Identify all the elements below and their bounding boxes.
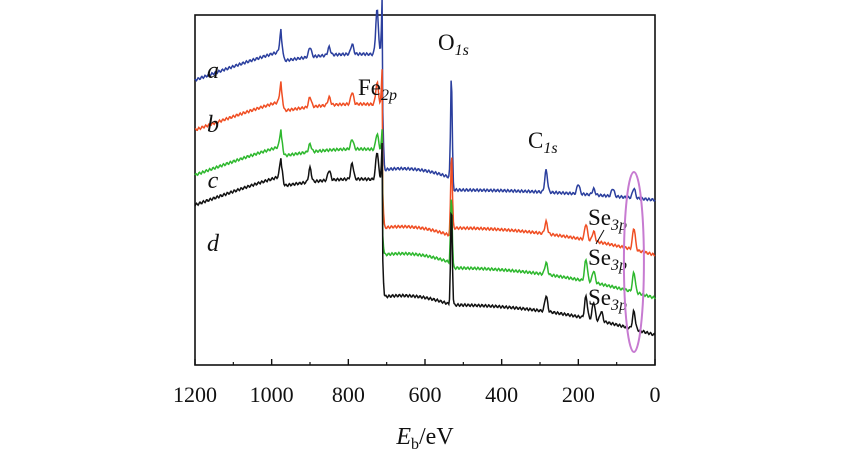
- annotation-o-1s: O1s: [438, 30, 469, 59]
- series-letter-d: d: [207, 231, 220, 257]
- x-tick-label: 600: [409, 382, 442, 407]
- x-axis-ticks: 1200 1000 800 600 400 200 0: [173, 359, 661, 407]
- series-line-a: [194, 0, 656, 203]
- series-letter-b: b: [207, 112, 219, 138]
- series-letter-a: a: [207, 58, 219, 84]
- x-tick-label: 1000: [250, 382, 294, 407]
- annotation-se-3p: Se3p: [588, 205, 627, 234]
- series-lines: [194, 0, 656, 337]
- peak-annotations: Fe2p O1s C1s Se3p Se3p Se3p: [358, 30, 627, 314]
- annotation-fe-2p: Fe2p: [358, 75, 397, 104]
- annotation-c-1s: C1s: [528, 128, 558, 157]
- se-pointer-line: [595, 229, 605, 245]
- annotation-se-3p: Se3p: [588, 245, 627, 274]
- x-tick-label: 1200: [173, 382, 217, 407]
- highlight-ellipse: [622, 171, 645, 353]
- x-tick-label: 200: [562, 382, 595, 407]
- x-tick-label: 800: [332, 382, 365, 407]
- annotation-se-3p: Se3p: [588, 285, 627, 314]
- plot-border: [194, 14, 656, 366]
- x-tick-label: 400: [485, 382, 518, 407]
- plot-frame: [194, 14, 656, 366]
- series-line-d: [194, 142, 656, 337]
- series-line-b: [194, 69, 656, 257]
- series-line-c: [194, 129, 656, 300]
- series-letter-c: c: [208, 168, 219, 194]
- x-axis-title: Eb/eV: [395, 424, 454, 453]
- x-tick-label: 0: [650, 382, 661, 407]
- series-letters: a b c d: [207, 58, 220, 257]
